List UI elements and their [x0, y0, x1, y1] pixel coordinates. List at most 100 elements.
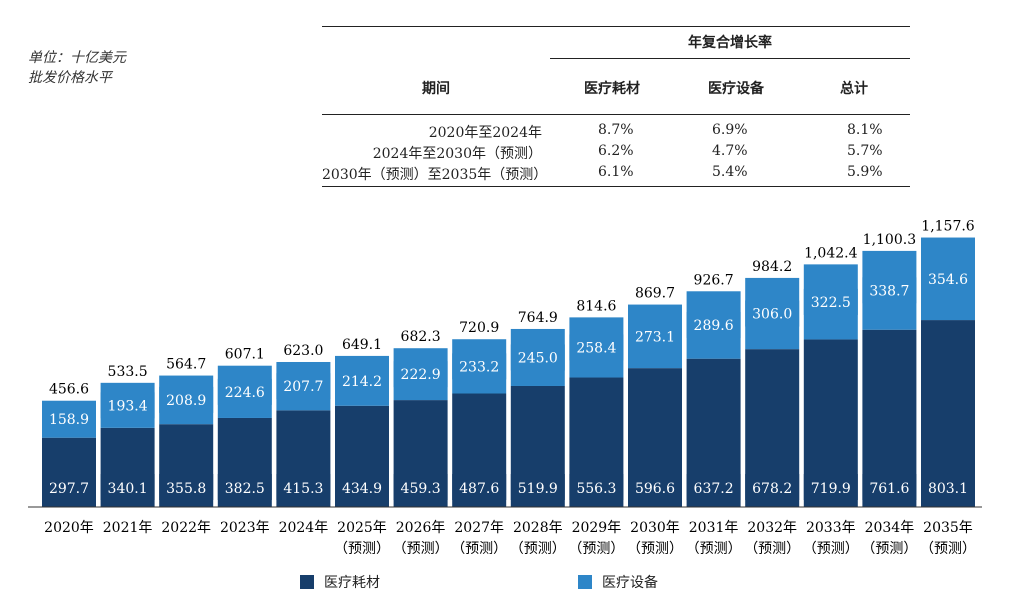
data-label-box-consumables [862, 474, 917, 500]
row2-equipment: 4.7% [712, 143, 748, 159]
total-label: 926.7 [694, 272, 734, 288]
legend-swatch-consumables [300, 575, 314, 589]
col-header-period: 期间 [422, 81, 450, 97]
legend-item-equipment: 医疗设备 [578, 572, 658, 592]
row3-equipment: 5.4% [712, 164, 748, 180]
data-label-equipment: 306.0 [752, 307, 792, 323]
data-label-box-equipment [42, 406, 96, 433]
data-label-equipment: 258.4 [576, 340, 616, 356]
data-label-consumables: 382.5 [225, 481, 265, 497]
data-label-box-consumables [452, 474, 507, 500]
data-label-box-consumables [217, 474, 272, 500]
data-label-box-consumables [686, 474, 741, 500]
total-label: 649.1 [342, 337, 382, 353]
total-label: 1,042.4 [804, 245, 858, 261]
data-label-box-consumables [569, 474, 624, 500]
row3-period: 2030年（预测）至2035年（预测） [322, 167, 548, 183]
data-label-consumables: 487.6 [459, 481, 499, 497]
total-label: 1,157.6 [921, 219, 975, 235]
data-label-equipment: 158.9 [49, 412, 89, 428]
x-tick-label: 2023年 [220, 520, 270, 536]
x-tick-label: 2034年 [865, 520, 915, 536]
data-label-box-equipment [276, 373, 331, 400]
row2-total: 5.7% [847, 143, 883, 159]
row1-period: 2020年至2024年 [428, 125, 542, 141]
data-label-box-consumables [159, 474, 214, 500]
row1-consumables: 8.7% [598, 122, 634, 138]
table-sub-rule [550, 58, 910, 59]
x-tick-label: 2020年 [44, 520, 94, 536]
col-header-consumables: 医疗耗材 [584, 81, 640, 97]
data-label-box-consumables [628, 474, 682, 500]
total-label: 533.5 [108, 364, 148, 380]
row1-total: 8.1% [847, 122, 883, 138]
x-tick-sublabel: （预测） [510, 541, 566, 557]
data-label-box-equipment [452, 353, 507, 380]
total-label: 623.0 [283, 343, 323, 359]
x-tick-sublabel: （预测） [393, 541, 449, 557]
total-label: 764.9 [518, 310, 558, 326]
data-label-consumables: 355.8 [166, 481, 206, 497]
x-tick-sublabel: （预测） [568, 541, 624, 557]
table-header-rule [322, 114, 910, 115]
x-tick-sublabel: （预测） [627, 541, 683, 557]
data-label-box-consumables [745, 474, 800, 500]
data-label-box-equipment [803, 288, 858, 315]
data-label-consumables: 519.9 [518, 481, 558, 497]
legend-item-consumables: 医疗耗材 [300, 572, 380, 592]
total-label: 814.6 [576, 298, 616, 314]
unit-note-line1: 单位：十亿美元 [28, 50, 126, 66]
legend-label-equipment: 医疗设备 [602, 575, 658, 591]
x-tick-sublabel: （预测） [334, 541, 390, 557]
data-label-box-equipment [100, 392, 155, 419]
data-label-box-consumables [921, 474, 975, 500]
x-tick-sublabel: （预测） [686, 541, 742, 557]
data-label-consumables: 415.3 [283, 481, 323, 497]
data-label-box-equipment [862, 277, 917, 304]
col-header-total: 总计 [840, 81, 868, 97]
unit-note: 单位：十亿美元 批发价格水平 [28, 48, 126, 88]
total-label: 984.2 [752, 259, 792, 275]
x-tick-label: 2025年 [337, 520, 387, 536]
x-tick-label: 2032年 [747, 520, 797, 536]
data-label-equipment: 208.9 [166, 393, 206, 409]
data-label-consumables: 719.9 [811, 481, 851, 497]
col-header-equipment: 医疗设备 [708, 81, 764, 97]
x-tick-sublabel: （预测） [920, 541, 976, 557]
data-label-box-equipment [628, 323, 682, 350]
legend-label-consumables: 医疗耗材 [324, 575, 380, 591]
data-label-box-equipment [159, 386, 214, 413]
row2-period: 2024年至2030年（预测） [372, 146, 542, 162]
total-label: 564.7 [166, 357, 206, 373]
x-tick-label: 2033年 [806, 520, 856, 536]
legend-swatch-equipment [578, 575, 592, 589]
data-label-consumables: 678.2 [752, 481, 792, 497]
x-tick-label: 2027年 [454, 520, 504, 536]
x-tick-sublabel: （预测） [803, 541, 859, 557]
data-label-consumables: 637.2 [694, 481, 734, 497]
data-label-equipment: 289.6 [694, 318, 734, 334]
table-top-rule [322, 26, 910, 27]
x-tick-label: 2022年 [161, 520, 211, 536]
data-label-consumables: 596.6 [635, 481, 675, 497]
data-label-equipment: 214.2 [342, 374, 382, 390]
x-tick-label: 2031年 [689, 520, 739, 536]
total-label: 1,100.3 [863, 232, 916, 248]
data-label-box-equipment [335, 367, 389, 394]
data-label-consumables: 803.1 [928, 481, 968, 497]
data-label-consumables: 297.7 [49, 481, 89, 497]
data-label-box-equipment [569, 334, 624, 361]
total-label: 456.6 [49, 382, 89, 398]
x-tick-label: 2035年 [923, 520, 973, 536]
x-tick-sublabel: （预测） [861, 541, 917, 557]
data-label-equipment: 338.7 [869, 283, 909, 299]
total-label: 869.7 [635, 286, 675, 302]
data-label-equipment: 224.6 [225, 385, 265, 401]
row3-total: 5.9% [847, 164, 883, 180]
data-label-box-consumables [803, 474, 858, 500]
data-label-box-consumables [335, 474, 389, 500]
data-label-consumables: 761.6 [869, 481, 909, 497]
table-bottom-rule [322, 186, 910, 187]
data-label-consumables: 556.3 [576, 481, 616, 497]
total-label: 720.9 [459, 320, 499, 336]
